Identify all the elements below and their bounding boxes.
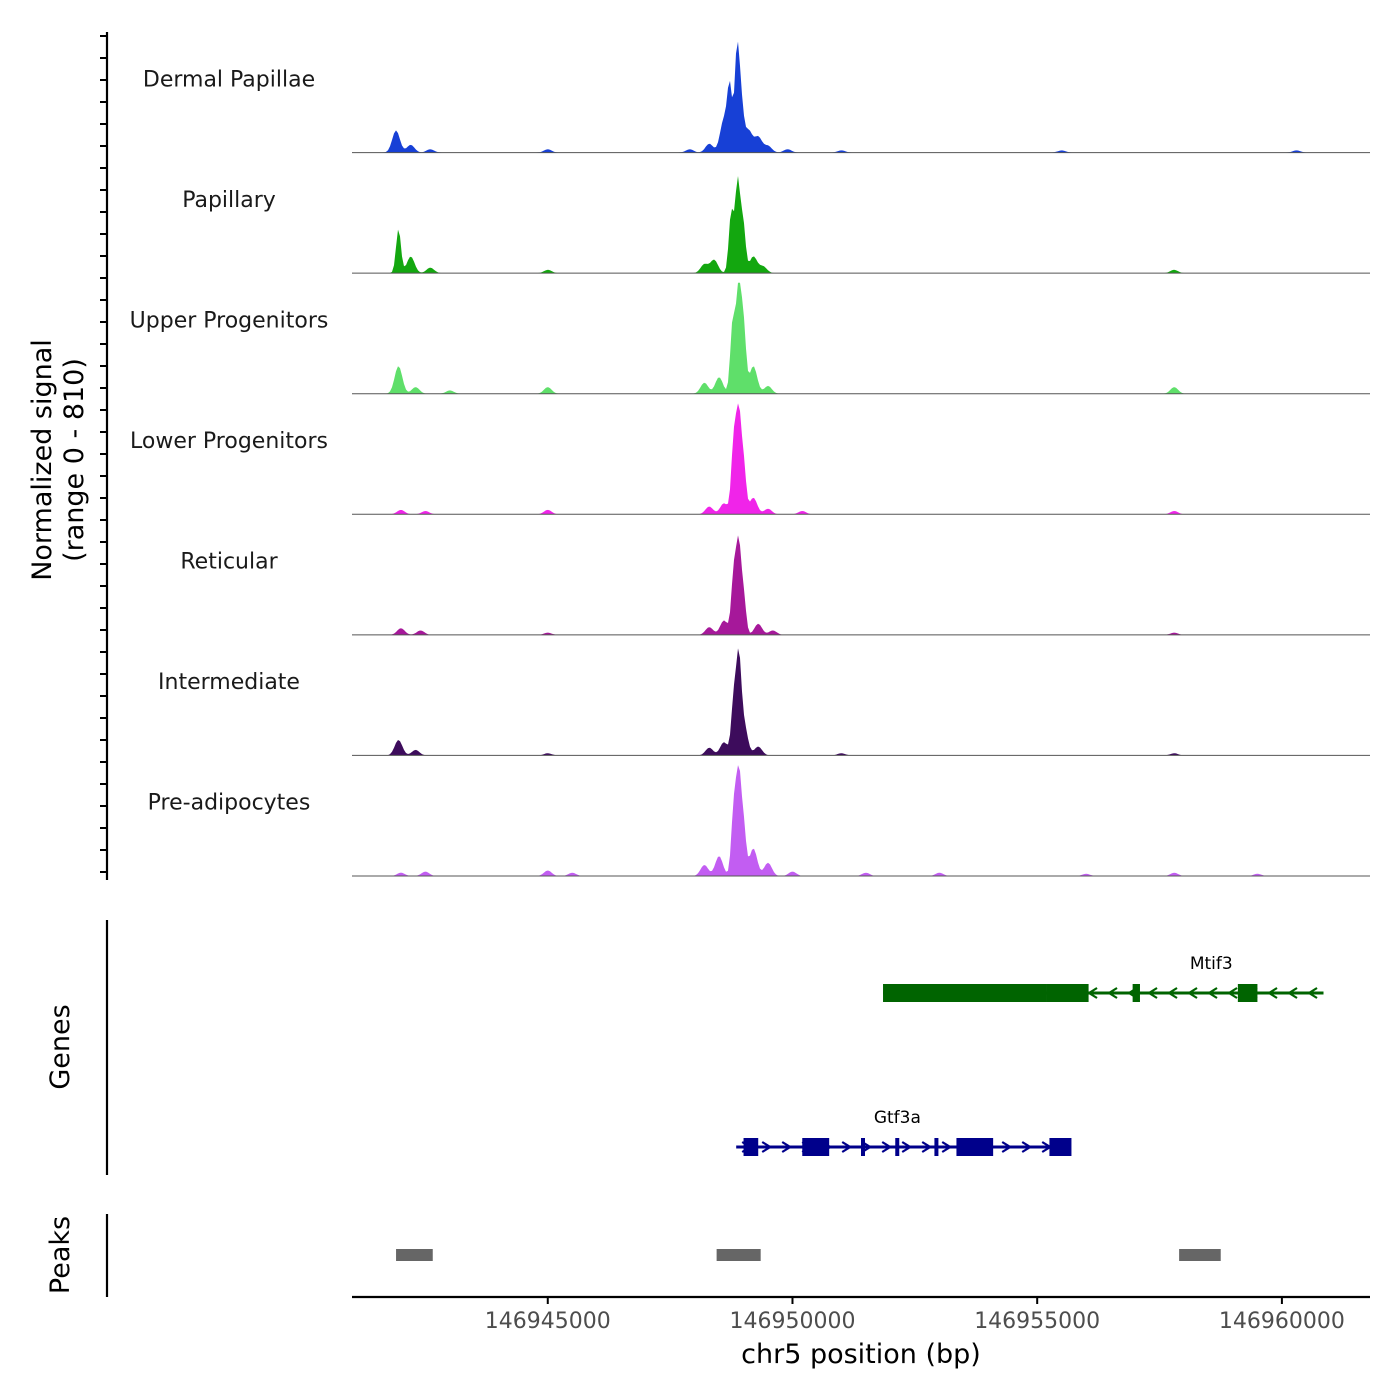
exon: [883, 984, 1047, 1002]
exon: [1049, 1138, 1072, 1156]
exon: [1046, 984, 1089, 1002]
gene-model: Mtif3: [883, 954, 1324, 1002]
strand-arrow: [781, 1141, 793, 1153]
coverage-area: [352, 535, 1370, 635]
coverage-tracks: Dermal Papillae Papillary Upper Progenitor…: [130, 41, 1370, 877]
coverage-area: [352, 765, 1370, 876]
coverage-track: Reticular: [180, 535, 1370, 636]
peak-region: [1179, 1249, 1221, 1261]
coverage-area: [352, 282, 1370, 394]
coverage-area: [352, 41, 1370, 153]
strand-arrow: [901, 1141, 913, 1153]
track-label: Intermediate: [158, 670, 300, 695]
coverage-area: [352, 403, 1370, 515]
coverage-axis-ticks: [100, 35, 107, 873]
track-label: Reticular: [180, 550, 278, 575]
strand-arrow: [841, 1141, 853, 1153]
strand-arrow: [921, 1141, 933, 1153]
exon: [861, 1138, 865, 1156]
peak-region: [716, 1249, 761, 1261]
exon: [956, 1138, 994, 1156]
strand-arrow: [761, 1141, 773, 1153]
genes-panel-title: Genes: [45, 1004, 76, 1089]
coverage-track: Pre-adipocytes: [148, 765, 1370, 877]
coverage-track: Dermal Papillae: [143, 41, 1370, 154]
x-tick-label: 146945000: [485, 1309, 611, 1334]
track-label: Dermal Papillae: [143, 67, 315, 92]
exon: [1237, 984, 1258, 1002]
strand-arrow: [1021, 1141, 1033, 1153]
x-tick-label: 146955000: [974, 1309, 1100, 1334]
track-label: Papillary: [182, 188, 276, 213]
strand-arrow: [1266, 987, 1278, 999]
y-axis-title-line1: Normalized signal: [27, 339, 58, 581]
strand-arrow: [1166, 987, 1178, 999]
exon: [743, 1138, 759, 1156]
exon: [934, 1138, 939, 1156]
x-tick-label: 146960000: [1219, 1309, 1345, 1334]
track-label: Pre-adipocytes: [148, 791, 311, 816]
peaks-panel-title: Peaks: [45, 1216, 76, 1294]
strand-arrow: [1186, 987, 1198, 999]
strand-arrow: [1106, 987, 1118, 999]
coverage-track: Intermediate: [158, 648, 1370, 756]
exon: [802, 1138, 830, 1156]
peak-regions: [396, 1249, 1221, 1261]
strand-arrow: [1306, 987, 1318, 999]
strand-arrow: [881, 1141, 893, 1153]
strand-arrow: [1226, 987, 1238, 999]
coverage-area: [352, 648, 1370, 756]
gene-name-label: Mtif3: [1190, 954, 1233, 974]
x-tick-label: 146950000: [729, 1309, 855, 1334]
track-label: Lower Progenitors: [130, 429, 328, 454]
coverage-track: Lower Progenitors: [130, 403, 1370, 515]
strand-arrow: [1001, 1141, 1013, 1153]
coverage-area: [352, 176, 1370, 274]
x-axis-title: chr5 position (bp): [741, 1339, 981, 1370]
gene-annotations: Mtif3 Gtf3a: [736, 954, 1324, 1156]
x-axis-ticks: 146945000 146950000 146955000 146960000: [485, 1297, 1345, 1334]
coverage-track: Upper Progenitors: [130, 282, 1370, 395]
exon: [1132, 984, 1140, 1002]
strand-arrow: [1086, 987, 1098, 999]
strand-arrow: [1206, 987, 1218, 999]
exon: [895, 1138, 900, 1156]
peak-region: [396, 1249, 433, 1261]
strand-arrow: [1146, 987, 1158, 999]
gene-name-label: Gtf3a: [874, 1108, 921, 1128]
track-label: Upper Progenitors: [130, 308, 329, 333]
strand-arrow: [941, 1141, 953, 1153]
y-axis-title-line2: (range 0 - 810): [59, 358, 90, 562]
gene-model: Gtf3a: [736, 1108, 1072, 1156]
strand-arrow: [1286, 987, 1298, 999]
coverage-track: Papillary: [182, 176, 1370, 274]
